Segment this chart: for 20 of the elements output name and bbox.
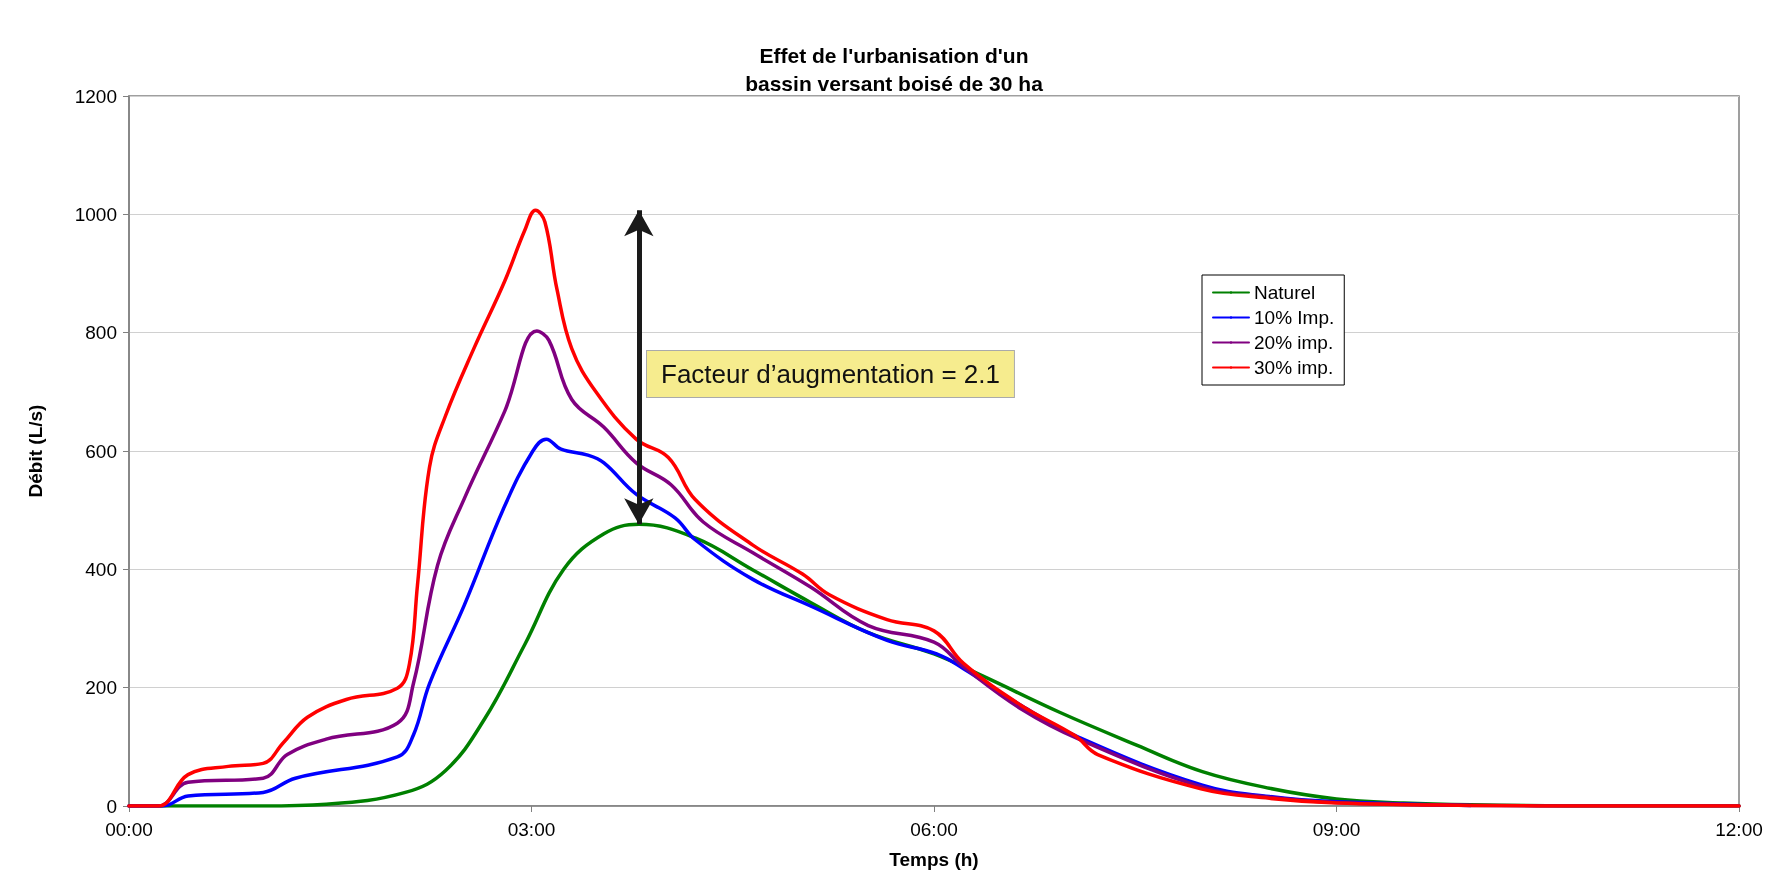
- legend-label: 10% Imp.: [1254, 307, 1335, 328]
- x-tick-label: 09:00: [1312, 819, 1361, 840]
- y-tick-label: 1000: [74, 203, 117, 225]
- y-tick-label: 200: [85, 677, 117, 699]
- y-tick-label: 0: [106, 795, 117, 817]
- x-tick-label: 06:00: [910, 819, 958, 840]
- x-axis-title: Temps (h): [889, 849, 979, 870]
- y-tick-label: 600: [85, 440, 117, 462]
- x-tick-label: 03:00: [507, 819, 556, 840]
- chart-title: Effet de l'urbanisation d'un bassin versant boisé de 30 ha: [745, 43, 1044, 95]
- y-tick-label: 800: [85, 322, 117, 344]
- x-tick-label: 12:00: [1715, 819, 1763, 840]
- y-axis-title: Débit (L/s): [25, 404, 46, 498]
- legend-label: 20% imp.: [1254, 332, 1334, 353]
- annotation: Facteur d’augmentation = 2.1: [661, 359, 1000, 389]
- x-tick-label: 00:00: [105, 819, 153, 840]
- legend-label: 30% imp.: [1254, 357, 1334, 378]
- y-tick-label: 1200: [74, 85, 117, 107]
- legend-label: Naturel: [1254, 282, 1316, 303]
- y-tick-label: 400: [85, 558, 117, 580]
